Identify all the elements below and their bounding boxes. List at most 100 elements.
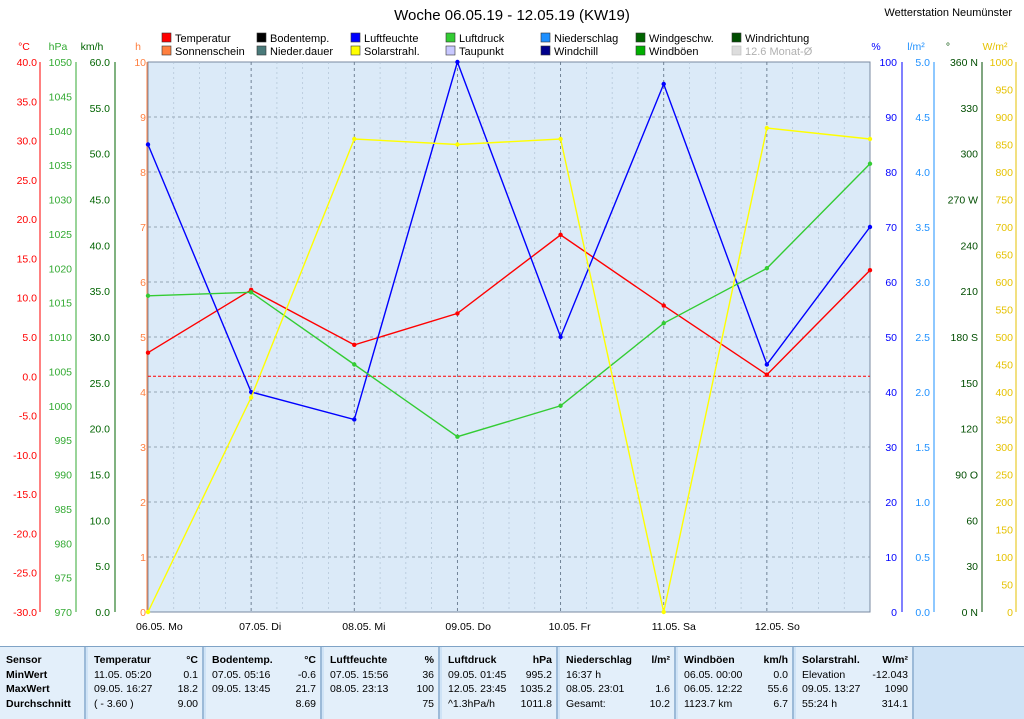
humidity-axis-tick: 50 xyxy=(885,332,897,344)
stats-min-when: 07.05. 15:56 xyxy=(330,668,389,681)
temp-axis-tick: -20.0 xyxy=(13,528,37,540)
solar-unit: W/m² xyxy=(982,41,1008,53)
legend-label: Taupunkt xyxy=(459,46,504,58)
rain-axis-tick: 1.0 xyxy=(915,497,930,509)
stats-header-unit: °C xyxy=(304,654,316,666)
temp-axis-tick: 30.0 xyxy=(17,136,38,148)
series-point xyxy=(867,161,873,166)
stats-min-when: 16:37 h xyxy=(566,668,602,681)
stats-min-value: 995.2 xyxy=(525,668,552,681)
pressure-axis-tick: 1000 xyxy=(49,401,73,413)
temp-unit: °C xyxy=(18,41,30,53)
humidity-axis-tick: 0 xyxy=(891,607,897,619)
legend-label: Windböen xyxy=(649,46,699,58)
temp-axis-tick: -10.0 xyxy=(13,450,37,462)
series-point xyxy=(352,342,357,348)
day-label: 10.05. Fr xyxy=(549,621,592,633)
hours-axis-tick: 5 xyxy=(140,332,146,344)
series-point xyxy=(867,136,873,142)
legend-swatch xyxy=(445,32,456,43)
solar-axis-tick: 650 xyxy=(995,250,1013,262)
humidity-axis-tick: 90 xyxy=(885,112,897,124)
pressure-axis-tick: 985 xyxy=(54,504,72,516)
series-point xyxy=(558,232,563,238)
stats-max-value: 1090 xyxy=(884,683,908,695)
hours-axis-tick: 8 xyxy=(140,167,146,179)
rain-axis-tick: 1.5 xyxy=(915,442,930,454)
wind-axis-tick: 10.0 xyxy=(90,515,111,527)
solar-axis-tick: 850 xyxy=(995,140,1013,152)
solar-axis-tick: 550 xyxy=(995,305,1013,317)
series-point xyxy=(145,142,151,147)
legend-swatch xyxy=(350,45,361,56)
legend-label: Luftdruck xyxy=(459,33,505,45)
direction-axis-tick: 90 O xyxy=(955,470,978,482)
stats-label-max: MaxWert xyxy=(6,683,50,695)
pressure-unit: hPa xyxy=(49,41,68,53)
hours-axis-tick: 2 xyxy=(140,497,146,509)
stats-min-value: -12.043 xyxy=(872,668,908,681)
pressure-axis-tick: 1010 xyxy=(49,332,73,344)
stats-min-when: 07.05. 05:16 xyxy=(212,668,271,681)
series-point xyxy=(867,224,873,230)
pressure-axis-tick: 970 xyxy=(54,607,72,619)
temp-axis-tick: -30.0 xyxy=(13,607,37,619)
wind-axis-tick: 0.0 xyxy=(95,607,110,619)
pressure-axis-tick: 975 xyxy=(54,573,72,585)
legend-swatch xyxy=(256,45,267,56)
legend-label: Sonnenschein xyxy=(175,46,245,58)
hours-axis-tick: 7 xyxy=(140,222,146,234)
stats-header-unit: % xyxy=(424,654,434,666)
legend-swatch xyxy=(445,45,456,56)
solar-axis-tick: 600 xyxy=(995,277,1013,289)
humidity-unit: % xyxy=(871,41,880,53)
pressure-axis-tick: 1025 xyxy=(49,229,73,241)
solar-axis-tick: 900 xyxy=(995,112,1013,124)
direction-axis-tick: 180 S xyxy=(951,332,978,344)
stats-table: Sensor MinWert MaxWert Durchschnitt Temp… xyxy=(0,646,1024,719)
stats-header-unit: W/m² xyxy=(882,654,908,666)
legend-label: Nieder.dauer xyxy=(270,46,333,58)
humidity-axis-tick: 80 xyxy=(885,167,897,179)
solar-axis-tick: 950 xyxy=(995,85,1013,97)
humidity-axis-tick: 40 xyxy=(885,387,897,399)
legend-label: Luftfeuchte xyxy=(364,33,418,45)
rain-axis-tick: 4.0 xyxy=(915,167,930,179)
rain-axis-tick: 2.0 xyxy=(915,387,930,399)
hours-axis-tick: 9 xyxy=(140,112,146,124)
pressure-axis-tick: 995 xyxy=(54,435,72,447)
stats-header-unit: °C xyxy=(186,654,198,666)
stats-max-when: 09.05. 16:27 xyxy=(94,683,153,695)
humidity-axis-tick: 30 xyxy=(885,442,897,454)
stats-block: Temperatur °C 11.05. 05:20 0.1 09.05. 16:27 1… xyxy=(88,647,204,719)
solar-axis-tick: 250 xyxy=(995,470,1013,482)
stats-labels: Sensor MinWert MaxWert Durchschnitt xyxy=(0,647,86,719)
series-point xyxy=(352,136,357,142)
wind-axis-tick: 35.0 xyxy=(90,286,111,298)
series-point xyxy=(764,372,770,377)
temp-axis-tick: -15.0 xyxy=(13,489,37,501)
day-label: 06.05. Mo xyxy=(136,621,183,633)
solar-axis-tick: 150 xyxy=(995,525,1013,537)
stats-avg-note: Gesamt: xyxy=(566,697,606,710)
stats-min-value: 0.0 xyxy=(773,668,788,681)
series-point xyxy=(455,434,460,439)
stats-avg-value: 9.00 xyxy=(177,697,198,710)
pressure-axis-tick: 1040 xyxy=(49,126,73,138)
solar-axis-tick: 750 xyxy=(995,195,1013,207)
stats-avg-value: 10.2 xyxy=(649,697,670,710)
stats-header-unit: hPa xyxy=(532,654,552,666)
series-point xyxy=(867,268,873,273)
direction-axis-tick: 60 xyxy=(966,515,978,527)
series-line xyxy=(147,163,871,438)
solar-axis-tick: 300 xyxy=(995,442,1013,454)
humidity-axis-tick: 70 xyxy=(885,222,897,234)
rain-axis-tick: 3.5 xyxy=(915,222,930,234)
direction-axis-tick: 30 xyxy=(966,561,978,573)
stats-min-when: Elevation xyxy=(802,668,846,681)
stats-max-when: 09.05. 13:27 xyxy=(802,683,861,695)
stats-avg-value: 6.7 xyxy=(773,697,788,710)
solar-axis-tick: 450 xyxy=(995,360,1013,372)
stats-block: Windböen km/h 06.05. 00:00 0.0 06.05. 12:22 5… xyxy=(678,647,794,719)
series-point xyxy=(248,395,254,400)
